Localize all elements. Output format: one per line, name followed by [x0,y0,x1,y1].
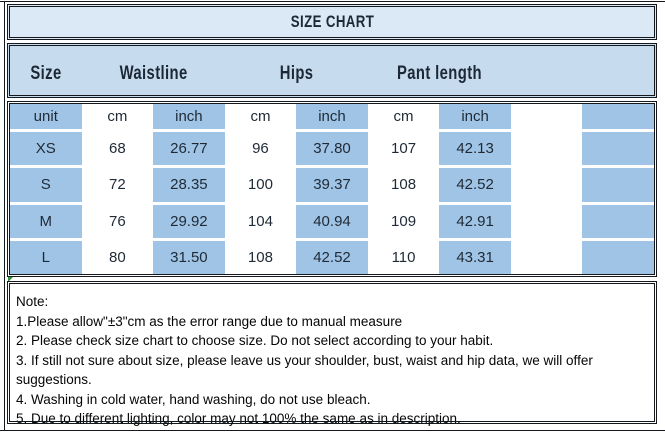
table-cell: cm [393,108,414,125]
table-cell: 37.80 [296,132,368,166]
table-cell: 42.91 [439,204,511,238]
table-cell: 28.35 [153,168,225,202]
table-cell: 31.50 [153,240,225,274]
table-cell: 68 [108,140,126,158]
size-table: unit cm inch cm inch cm inch XS 68 26.77… [7,101,657,277]
table-cell [511,132,583,165]
table-cell [582,132,654,166]
header-size: Size [30,62,62,84]
table-cell: S [10,168,82,202]
table-cell: 72 [108,176,126,194]
table-cell [582,240,654,274]
table-cell [582,168,654,202]
table-cell: M [10,204,82,238]
table-cell: 108 [391,176,417,194]
table-cell: 76 [108,212,126,230]
table-cell: unit [10,104,82,129]
table-cell: 42.52 [296,240,368,274]
table-cell: L [10,240,82,274]
note-line: 5. Due to different lighting, color may … [16,411,461,426]
table-cell: 109 [391,212,417,230]
table-cell [511,241,583,274]
size-chart-title-bar: SIZE CHART [7,4,657,40]
table-cell: 107 [391,140,417,158]
table-cell: XS [10,132,82,166]
table-cell: 42.13 [439,132,511,166]
size-chart-title: SIZE CHART [290,12,374,31]
table-cell: 26.77 [153,132,225,166]
table-cell: 40.94 [296,204,368,238]
note-panel: Note: 1.Please allow"±3"cm as the error … [7,281,657,426]
outer-frame-bottom [0,430,665,431]
header-hips: Hips [279,62,314,84]
measurement-header-row: Size Waistline Hips Pant length [7,43,657,98]
outer-frame-left [4,1,5,430]
note-line: suggestions. [16,372,92,387]
outer-frame-top [0,1,665,2]
note-line: 1.Please allow"±3"cm as the error range … [16,313,403,329]
note-line: 3. If still not sure about size, please … [16,352,593,368]
table-cell: 104 [247,212,273,230]
table-cell: cm [107,108,128,125]
table-cell: 29.92 [153,204,225,238]
table-cell: inch [296,104,368,129]
table-cell: 110 [391,248,416,266]
table-cell: 43.31 [439,240,511,274]
table-cell: inch [439,104,511,129]
table-cell: 96 [252,140,269,158]
note-line: 2. Please check size chart to choose siz… [16,333,494,348]
table-cell [582,104,654,129]
table-cell [511,205,583,238]
table-cell: 42.52 [439,168,511,202]
header-waistline: Waistline [119,62,188,84]
table-cell: 100 [247,176,273,194]
table-cell [511,168,583,201]
table-cell: inch [153,104,225,129]
green-corner-artifact [8,277,13,282]
size-table-grid: unit cm inch cm inch cm inch XS 68 26.77… [10,104,654,274]
table-cell: 108 [247,248,273,266]
table-cell [511,104,583,129]
note-heading: Note: [16,294,49,309]
header-pant-length: Pant length [396,62,482,84]
table-cell: 80 [108,248,126,266]
table-cell: 39.37 [296,168,368,202]
note-line: 4. Washing in cold water, hand washing, … [16,391,371,407]
table-cell [582,204,654,238]
table-cell: cm [250,108,271,125]
